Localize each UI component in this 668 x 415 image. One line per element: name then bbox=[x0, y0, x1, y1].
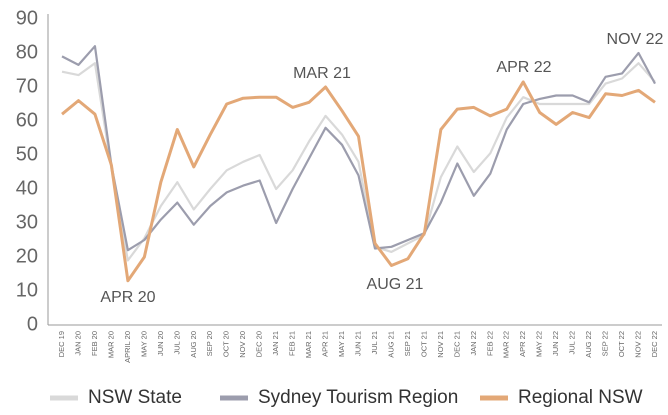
series-line bbox=[61, 45, 656, 252]
x-tick-label: APR 22 bbox=[518, 331, 527, 357]
x-tick-label: MAR 22 bbox=[502, 331, 511, 358]
x-tick-label: DEC 22 bbox=[650, 331, 659, 357]
x-tick-label: OCT 20 bbox=[222, 331, 231, 357]
x-tick-label: DEC 21 bbox=[452, 331, 461, 357]
x-tick-label: AUG 22 bbox=[584, 331, 593, 358]
y-tick-label: 40 bbox=[16, 177, 38, 199]
y-tick-label: 10 bbox=[16, 279, 38, 301]
legend-label: Sydney Tourism Region bbox=[258, 387, 458, 408]
y-tick-label: 60 bbox=[16, 109, 38, 131]
x-tick-label: FEB 22 bbox=[485, 331, 494, 356]
y-tick-label: 50 bbox=[16, 143, 38, 165]
series-line bbox=[61, 80, 656, 283]
x-tick-label: SEP 20 bbox=[205, 331, 214, 356]
x-tick-label: JUN 21 bbox=[353, 331, 362, 356]
x-tick-label: APRIL 20 bbox=[123, 331, 132, 363]
x-tick-label: JUN 20 bbox=[156, 331, 165, 356]
x-tick-label: FEB 21 bbox=[288, 331, 297, 356]
annotation: MAR 21 bbox=[293, 65, 351, 82]
annotation: APR 20 bbox=[100, 289, 155, 306]
legend-label: Regional NSW bbox=[518, 387, 643, 408]
x-tick-label: MAY 22 bbox=[535, 331, 544, 357]
x-tick-label: JAN 20 bbox=[73, 331, 82, 356]
x-tick-label: MAR 20 bbox=[106, 331, 115, 358]
x-tick-label: JUL 20 bbox=[172, 331, 181, 355]
x-tick-label: JUL 21 bbox=[370, 331, 379, 355]
legend-label: NSW State bbox=[88, 387, 182, 408]
x-tick-label: JAN 22 bbox=[469, 331, 478, 356]
x-tick-label: AUG 20 bbox=[189, 331, 198, 358]
x-tick-label: AUG 21 bbox=[386, 331, 395, 358]
series-line bbox=[61, 62, 656, 262]
x-tick-label: DEC 20 bbox=[255, 331, 264, 357]
x-tick-label: FEB 20 bbox=[90, 331, 99, 356]
x-tick-label: OCT 21 bbox=[419, 331, 428, 357]
x-tick-label: APR 21 bbox=[321, 331, 330, 357]
x-tick-label: MAY 21 bbox=[337, 331, 346, 357]
x-tick-label: JAN 21 bbox=[271, 331, 280, 356]
x-tick-label: JUN 22 bbox=[551, 331, 560, 356]
x-tick-label: MAR 21 bbox=[304, 331, 313, 358]
y-tick-label: 30 bbox=[16, 211, 38, 233]
x-tick-label: JUL 22 bbox=[568, 331, 577, 355]
y-tick-label: 70 bbox=[16, 75, 38, 97]
y-tick-label: 90 bbox=[16, 7, 38, 29]
x-tick-label: OCT 22 bbox=[617, 331, 626, 357]
y-tick-label: 80 bbox=[16, 41, 38, 63]
annotation: NOV 22 bbox=[607, 31, 664, 48]
annotation: APR 22 bbox=[496, 59, 551, 76]
x-tick-label: NOV 22 bbox=[634, 331, 643, 358]
x-tick-label: NOV 20 bbox=[238, 331, 247, 358]
x-tick-label: SEP 22 bbox=[601, 331, 610, 356]
y-tick-label: 0 bbox=[27, 313, 38, 335]
y-tick-label: 20 bbox=[16, 245, 38, 267]
x-tick-label: SEP 21 bbox=[403, 331, 412, 356]
x-tick-label: DEC 19 bbox=[57, 331, 66, 357]
annotation: AUG 21 bbox=[367, 276, 424, 293]
x-tick-label: MAY 20 bbox=[139, 331, 148, 357]
x-tick-label: NOV 21 bbox=[436, 331, 445, 358]
